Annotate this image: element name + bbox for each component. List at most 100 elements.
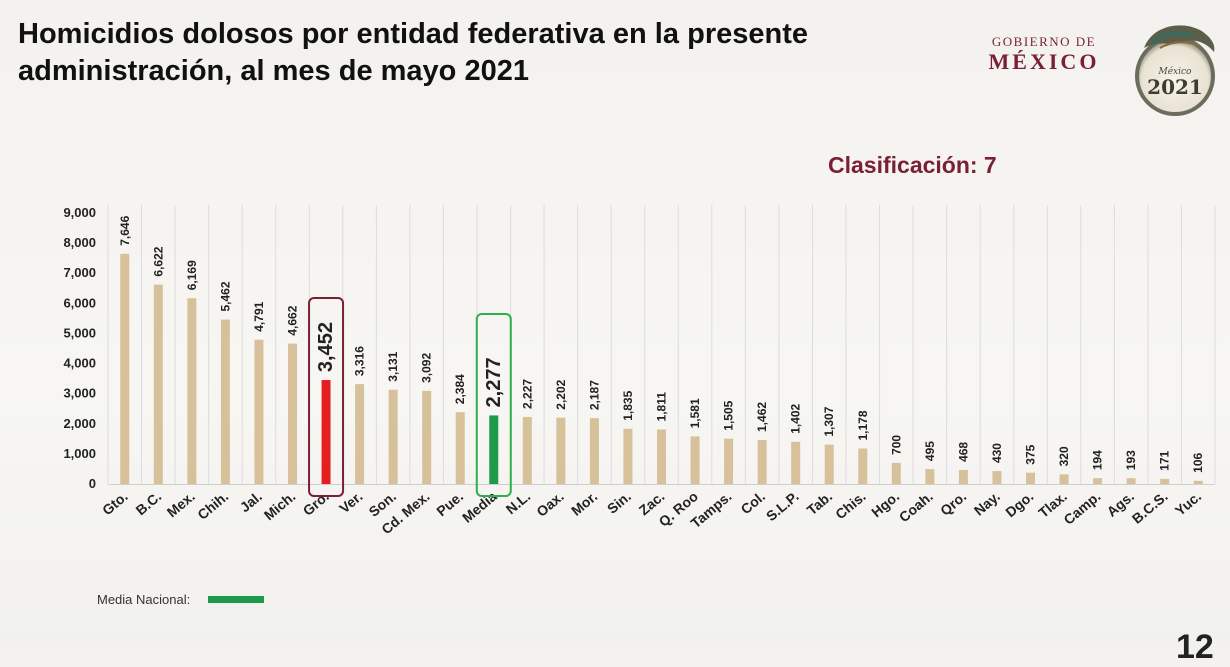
x-tick-label: Gto. [99, 488, 131, 518]
bar-ver [355, 384, 365, 484]
bar-sin [623, 428, 633, 484]
x-tick-label: Mex. [164, 488, 198, 520]
bar-value-label: 5,462 [218, 281, 232, 311]
mexico-2021-seal-icon: México 2021 [1135, 25, 1215, 116]
bar-slp [791, 441, 801, 484]
bar-oax [556, 417, 566, 484]
x-tick-label: B.C.S. [1129, 488, 1171, 527]
bar-pue [455, 412, 465, 484]
bar-bc [153, 284, 163, 484]
legend-media-swatch [208, 596, 265, 603]
x-tick-label: Mich. [261, 488, 299, 523]
page-title: Homicidios dolosos por entidad federativ… [18, 18, 808, 87]
bar-value-label: 1,178 [856, 410, 870, 440]
bar-value-label: 2,277 [483, 357, 505, 407]
bar-hgo [891, 462, 901, 484]
homicides-bar-chart: 0 1,000 2,000 3,000 4,000 5,000 6,000 7,000 8,00… [63, 205, 1216, 537]
x-tick-label: Gro. [300, 488, 332, 519]
bar-camp [1093, 478, 1103, 484]
y-tick-label: 8,000 [63, 235, 96, 250]
bar-value-label: 171 [1158, 451, 1172, 471]
bar-value-label: 2,187 [587, 380, 601, 410]
bar-tamps [724, 438, 734, 484]
x-tick-label: Media [459, 488, 500, 526]
x-tick-label: Chis. [832, 488, 869, 522]
x-tick-label: Qro. [937, 488, 969, 519]
bar-cdmex [422, 390, 432, 484]
bar-value-label: 1,307 [822, 406, 836, 436]
bar-gro [321, 380, 331, 484]
bar-tlax [1059, 474, 1069, 484]
bar-nl [522, 416, 532, 484]
y-tick-label: 0 [89, 476, 96, 491]
bar-value-label: 4,662 [286, 305, 300, 335]
bar-zac [657, 429, 666, 484]
y-tick-label: 9,000 [63, 205, 96, 220]
y-tick-label: 5,000 [63, 325, 96, 340]
y-tick-label: 2,000 [63, 416, 96, 431]
bar-ags [1126, 478, 1136, 484]
x-tick-label: Nay. [971, 488, 1003, 519]
bar-gto [120, 253, 130, 484]
x-tick-label: S.L.P. [763, 488, 802, 524]
x-tick-label: Tab. [804, 488, 836, 518]
bar-chih [220, 319, 230, 484]
page-number: 12 [1176, 628, 1214, 666]
bar-bcs [1160, 478, 1170, 484]
bar-value-label: 106 [1191, 452, 1205, 472]
bar-value-label: 468 [956, 442, 970, 462]
x-tick-label: Sin. [604, 488, 634, 517]
bar-dgo [1026, 472, 1035, 484]
y-tick-label: 1,000 [63, 446, 96, 461]
gobierno-de-mexico-logo: GOBIERNO DE MÉXICO [978, 34, 1110, 75]
bar-value-label: 2,384 [453, 374, 467, 404]
bar-mex [187, 298, 197, 484]
bar-value-label: 700 [889, 435, 903, 455]
bar-chis [858, 448, 868, 484]
bar-value-label: 1,462 [755, 402, 769, 432]
bar-value-label: 3,452 [315, 322, 337, 372]
x-tick-label: Chih. [194, 488, 231, 523]
bar-value-label: 7,646 [118, 215, 132, 245]
bar-value-label: 2,227 [520, 379, 534, 409]
x-tick-label: Mor. [568, 488, 600, 519]
legend-label: Media Nacional: [97, 592, 191, 607]
bar-value-label: 375 [1024, 444, 1038, 464]
legend: Media Nacional: [97, 592, 265, 607]
bar-value-label: 6,622 [151, 246, 165, 276]
bar-value-label: 320 [1057, 446, 1071, 466]
x-tick-label: B.C. [133, 488, 165, 518]
highlight-box-media [475, 313, 512, 497]
y-tick-label: 4,000 [63, 356, 96, 371]
bar-value-label: 495 [923, 441, 937, 461]
bar-media [489, 415, 499, 484]
bar-value-label: 3,092 [420, 353, 434, 383]
x-tick-label: Ver. [336, 488, 365, 516]
highlight-box-gro [308, 297, 345, 497]
bar-coah [925, 469, 935, 484]
bar-value-label: 194 [1091, 450, 1105, 470]
classification-label: Clasificación: 7 [828, 152, 997, 178]
bar-mor [589, 418, 599, 484]
y-tick-label: 7,000 [63, 265, 96, 280]
x-tick-label: Dgo. [1002, 488, 1036, 520]
x-tick-label: Yuc. [1172, 488, 1204, 519]
bar-nay [992, 471, 1002, 484]
bar-value-label: 3,316 [353, 346, 367, 376]
bar-qro [958, 469, 968, 484]
bar-son [388, 389, 398, 484]
bar-col [757, 439, 767, 484]
y-tick-label: 3,000 [63, 386, 96, 401]
bar-value-label: 1,811 [655, 392, 669, 422]
bar-value-label: 4,791 [252, 301, 266, 331]
bar-value-label: 430 [990, 443, 1004, 463]
x-tick-label: Camp. [1060, 488, 1103, 528]
bar-value-label: 193 [1124, 450, 1138, 470]
y-tick-label: 6,000 [63, 295, 96, 310]
bar-yuc [1193, 480, 1203, 484]
bar-value-label: 3,131 [386, 351, 400, 381]
bar-mich [288, 343, 297, 484]
x-tick-label: Oax. [533, 488, 567, 520]
bar-tab [824, 444, 834, 484]
x-tick-label: N.L. [503, 488, 534, 517]
